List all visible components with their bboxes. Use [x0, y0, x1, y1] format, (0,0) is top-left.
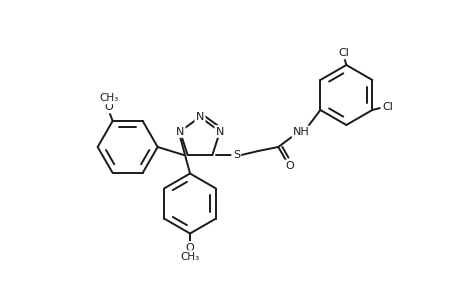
Text: N: N — [196, 112, 204, 122]
Text: N: N — [175, 127, 184, 136]
Text: S: S — [232, 150, 240, 160]
Text: O: O — [284, 161, 293, 171]
Text: Cl: Cl — [337, 48, 348, 58]
Text: CH₃: CH₃ — [180, 251, 199, 262]
Text: CH₃: CH₃ — [99, 93, 118, 103]
Text: O: O — [185, 242, 194, 253]
Text: N: N — [215, 127, 224, 136]
Text: NH: NH — [292, 127, 309, 137]
Text: O: O — [104, 102, 113, 112]
Text: Cl: Cl — [381, 102, 392, 112]
